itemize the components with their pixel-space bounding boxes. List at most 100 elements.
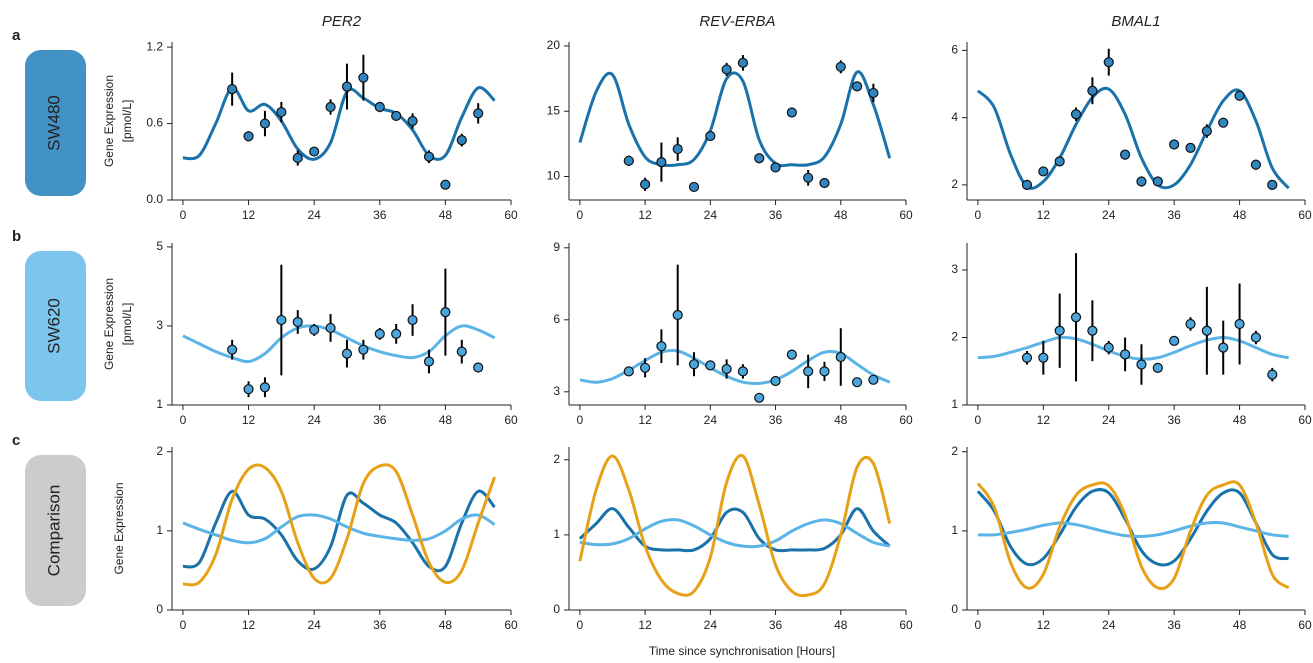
y-tick-label: 2 bbox=[951, 177, 958, 191]
data-point bbox=[672, 143, 683, 155]
y-tick-label: 3 bbox=[156, 318, 163, 332]
x-tick-label: 48 bbox=[1233, 413, 1247, 427]
y-tick-label: 1 bbox=[951, 523, 958, 537]
data-point bbox=[770, 375, 781, 387]
data-point bbox=[1218, 117, 1229, 128]
x-tick-label: 12 bbox=[638, 208, 652, 222]
x-tick-label: 60 bbox=[899, 618, 913, 632]
x-tick-label: 60 bbox=[1298, 208, 1312, 222]
data-point bbox=[754, 392, 765, 403]
data-point bbox=[423, 151, 435, 162]
row-label-box bbox=[25, 251, 86, 401]
x-tick-label: 0 bbox=[180, 618, 187, 632]
curve bbox=[182, 324, 496, 364]
y-tick-label: 6 bbox=[951, 43, 958, 57]
x-tick-label: 24 bbox=[704, 618, 718, 632]
data-point bbox=[1152, 362, 1163, 373]
data-point bbox=[656, 157, 667, 168]
data-point bbox=[1234, 318, 1245, 330]
data-point bbox=[1038, 166, 1049, 177]
data-point bbox=[358, 344, 369, 355]
y-tick-label: 20 bbox=[547, 38, 561, 52]
data-point bbox=[259, 118, 271, 129]
y-tick-label: 1 bbox=[951, 397, 958, 411]
x-tick-label: 48 bbox=[834, 208, 848, 222]
data-point bbox=[851, 377, 863, 388]
x-tick-label: 12 bbox=[242, 618, 256, 632]
data-point bbox=[423, 356, 435, 367]
data-point bbox=[407, 314, 418, 326]
data-point bbox=[1169, 139, 1180, 150]
data-point bbox=[1054, 156, 1065, 167]
data-point bbox=[1038, 352, 1049, 363]
chart-title: BMAL1 bbox=[1111, 13, 1160, 30]
data-point bbox=[1054, 325, 1065, 336]
data-point bbox=[1087, 325, 1098, 336]
data-point bbox=[456, 135, 467, 146]
x-tick-label: 0 bbox=[577, 208, 584, 222]
x-tick-label: 12 bbox=[242, 413, 256, 427]
data-point bbox=[1152, 176, 1163, 187]
curve bbox=[182, 86, 496, 161]
x-tick-label: 24 bbox=[1102, 413, 1116, 427]
x-tick-label: 60 bbox=[899, 208, 913, 222]
x-tick-label: 12 bbox=[638, 618, 652, 632]
data-point bbox=[737, 57, 749, 68]
data-point bbox=[292, 152, 303, 164]
x-tick-label: 60 bbox=[899, 413, 913, 427]
data-point bbox=[1021, 179, 1033, 190]
x-tick-label: 0 bbox=[975, 413, 982, 427]
x-tick-label: 0 bbox=[577, 413, 584, 427]
data-point bbox=[309, 324, 320, 336]
data-point bbox=[835, 61, 846, 72]
data-point bbox=[721, 363, 732, 375]
y-tick-label: 0 bbox=[156, 602, 163, 616]
chart-title: REV-ERBA bbox=[699, 13, 775, 30]
data-point bbox=[1103, 57, 1114, 68]
data-point bbox=[1250, 332, 1262, 343]
data-point bbox=[227, 84, 238, 95]
data-point bbox=[1185, 142, 1196, 153]
y-tick-label: 4 bbox=[951, 110, 958, 124]
x-tick-label: 48 bbox=[439, 208, 453, 222]
data-point bbox=[309, 146, 320, 157]
x-axis-label: Time since synchronisation [Hours] bbox=[649, 644, 835, 658]
data-point bbox=[721, 64, 732, 75]
data-point bbox=[770, 162, 781, 173]
y-axis-label: [pmol/L] bbox=[120, 303, 134, 346]
x-tick-label: 48 bbox=[1233, 208, 1247, 222]
data-point bbox=[440, 307, 451, 318]
data-point bbox=[276, 314, 287, 326]
data-point bbox=[1218, 342, 1229, 353]
data-point bbox=[325, 322, 336, 334]
y-tick-label: 2 bbox=[156, 444, 163, 458]
data-point bbox=[803, 366, 814, 377]
x-tick-label: 48 bbox=[834, 413, 848, 427]
x-tick-label: 12 bbox=[1037, 413, 1051, 427]
curve bbox=[976, 480, 1290, 591]
x-tick-label: 48 bbox=[834, 618, 848, 632]
data-point bbox=[639, 362, 651, 373]
x-tick-label: 36 bbox=[1167, 413, 1181, 427]
x-tick-label: 24 bbox=[307, 618, 321, 632]
row-label-box bbox=[25, 455, 86, 606]
y-tick-label: 6 bbox=[553, 312, 560, 326]
y-tick-label: 0 bbox=[553, 602, 560, 616]
x-tick-label: 24 bbox=[1102, 208, 1116, 222]
x-tick-label: 36 bbox=[769, 618, 783, 632]
y-axis-label: Gene Expression bbox=[102, 278, 116, 370]
x-tick-label: 36 bbox=[373, 618, 387, 632]
x-tick-label: 0 bbox=[180, 413, 187, 427]
data-point bbox=[639, 179, 651, 190]
data-point bbox=[391, 110, 402, 122]
data-point bbox=[688, 359, 700, 370]
data-point bbox=[259, 382, 271, 393]
x-tick-label: 60 bbox=[504, 208, 518, 222]
y-axis-label: [pmol/L] bbox=[120, 100, 134, 143]
y-tick-label: 0.0 bbox=[146, 192, 163, 206]
y-tick-label: 2 bbox=[553, 452, 560, 466]
panel-letter: a bbox=[12, 27, 21, 44]
data-point bbox=[374, 101, 385, 113]
data-point bbox=[456, 346, 467, 357]
x-tick-label: 12 bbox=[242, 208, 256, 222]
